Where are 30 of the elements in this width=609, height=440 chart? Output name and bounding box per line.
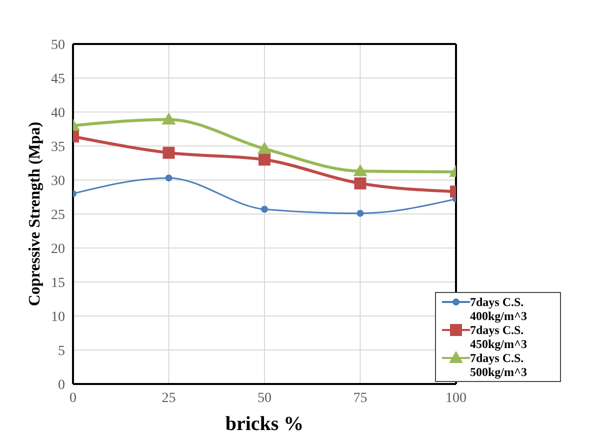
- y-tick-label: 40: [51, 106, 65, 121]
- x-tick-label: 0: [70, 390, 76, 406]
- legend-label: 7days C.S. 400kg/m^3: [470, 295, 528, 323]
- y-tick-label: 10: [51, 310, 65, 325]
- point: [258, 142, 272, 154]
- point: [353, 164, 368, 176]
- y-tick-label: 20: [51, 242, 65, 257]
- legend-label: 7days C.S. 500kg/m^3: [470, 351, 528, 379]
- legend-label: 7days C.S. 450kg/m^3: [470, 323, 528, 351]
- y-tick-label: 0: [58, 378, 65, 393]
- y-axis-title: Copressive Strength (Mpa): [26, 122, 44, 306]
- point: [162, 146, 175, 159]
- x-tick-label: 50: [258, 390, 272, 406]
- point: [261, 206, 268, 213]
- y-tick-label: 35: [51, 140, 65, 155]
- point: [356, 210, 364, 217]
- x-tick-label: 25: [162, 390, 176, 406]
- point: [162, 112, 176, 124]
- x-axis-title: bricks %: [225, 413, 304, 435]
- y-tick-label: 45: [51, 72, 65, 87]
- point: [258, 154, 270, 166]
- y-tick-label: 25: [51, 208, 65, 223]
- y-tick-label: 30: [51, 174, 65, 189]
- x-tick-label: 100: [446, 390, 466, 406]
- point: [354, 177, 366, 190]
- point: [165, 174, 172, 182]
- x-tick-label: 75: [353, 390, 368, 406]
- y-tick-label: 50: [51, 38, 65, 53]
- y-tick-label: 15: [51, 276, 65, 291]
- y-tick-label: 5: [58, 344, 65, 359]
